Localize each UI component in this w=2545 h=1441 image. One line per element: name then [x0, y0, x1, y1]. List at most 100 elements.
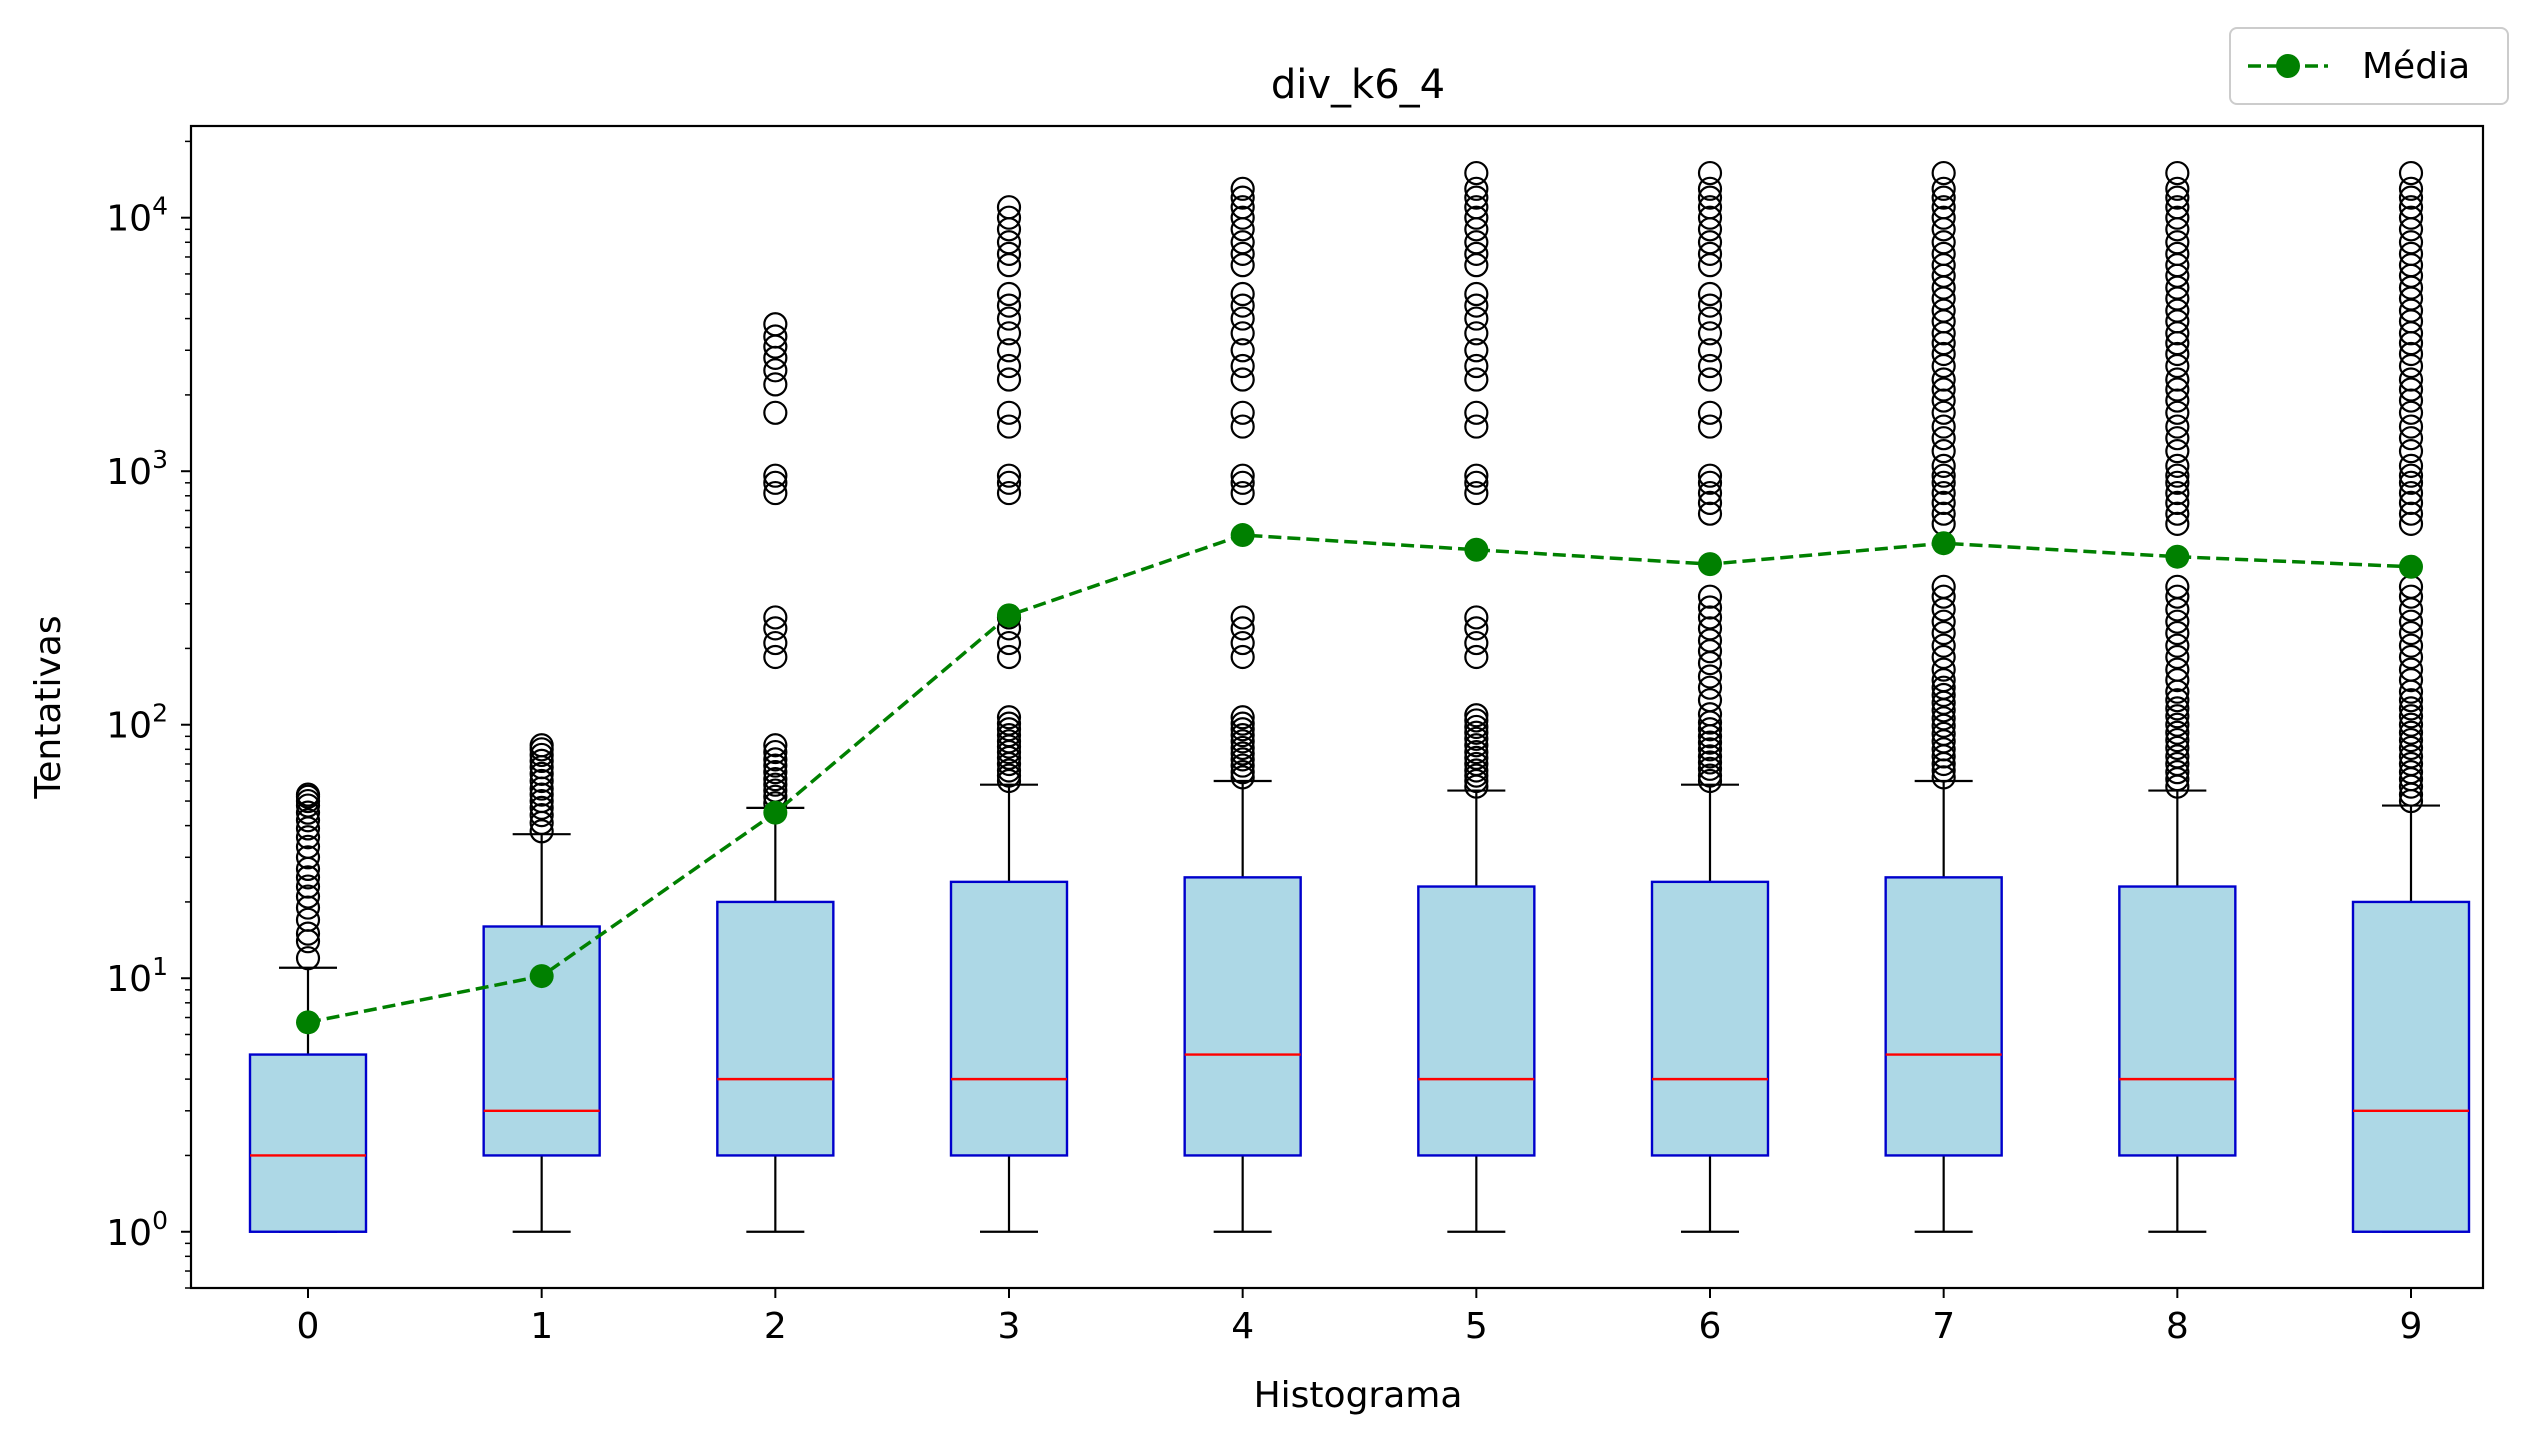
outlier-point	[529, 768, 554, 794]
outlier-point	[1931, 377, 1956, 402]
x-tick-label-8: 8	[2166, 1306, 2189, 1347]
plot-frame	[189, 124, 2485, 1290]
outlier-point	[2165, 574, 2190, 599]
outlier-point	[2398, 230, 2424, 255]
outlier-point	[1464, 463, 1489, 488]
outlier-point	[1230, 747, 1255, 772]
outlier-point	[1697, 367, 1723, 392]
box-4	[1183, 176, 1302, 1233]
outlier-point	[1931, 426, 1956, 451]
outlier-point	[1230, 176, 1255, 201]
x-tick-label-0: 0	[297, 1306, 320, 1347]
outlier-point	[1931, 620, 1956, 646]
box-body	[482, 925, 601, 1157]
outlier-point	[1464, 714, 1489, 740]
outlier-point	[996, 205, 1022, 230]
outlier-point	[763, 470, 788, 495]
outlier-point	[1931, 439, 1956, 464]
outlier-point	[2398, 414, 2424, 439]
outlier-point	[2165, 633, 2190, 658]
outlier-point	[1697, 501, 1723, 526]
outlier-point	[2398, 470, 2424, 495]
outlier-point	[1931, 185, 1956, 210]
outlier-point	[1230, 644, 1255, 670]
box-body	[2118, 885, 2237, 1157]
mean-point-4	[1230, 523, 1255, 548]
outlier-point	[1230, 630, 1255, 656]
chart-title: div_k6_4	[1271, 62, 1445, 108]
outlier-point	[2165, 712, 2190, 737]
outlier-point	[1697, 737, 1723, 762]
mean-series	[296, 523, 2423, 1035]
legend-frame	[2229, 27, 2509, 105]
outlier-point	[1230, 760, 1255, 785]
outlier-point	[763, 772, 788, 797]
outlier-point	[529, 788, 554, 814]
outlier-point	[2165, 501, 2190, 526]
outlier-point	[1464, 733, 1489, 758]
outlier-point	[763, 312, 788, 337]
outlier-point	[1464, 321, 1489, 346]
outlier-point	[1697, 490, 1723, 515]
box-9	[2351, 160, 2471, 1233]
outlier-point	[763, 760, 788, 785]
outlier-point	[1464, 751, 1489, 777]
x-tick-label-1: 1	[530, 1306, 553, 1347]
y-tick-label-1000: 103	[106, 445, 168, 493]
outlier-point	[2398, 501, 2424, 526]
outlier-point	[2398, 633, 2424, 658]
outlier-point	[1464, 708, 1489, 733]
outlier-point	[2398, 696, 2424, 721]
outlier-point	[2398, 185, 2424, 210]
outlier-point	[1931, 230, 1956, 255]
box-body	[2351, 900, 2471, 1233]
x-tick-label-6: 6	[1699, 1306, 1722, 1347]
outlier-point	[1697, 730, 1723, 755]
outlier-point	[996, 717, 1022, 742]
outlier-point	[1931, 490, 1956, 515]
outlier-point	[1464, 644, 1489, 670]
outlier-point	[1230, 605, 1255, 630]
mean-point-6	[1698, 552, 1722, 577]
outlier-point	[1230, 367, 1255, 392]
box-body	[1183, 876, 1302, 1157]
outlier-point	[2398, 426, 2424, 451]
mean-point-8	[2165, 544, 2190, 569]
outlier-point	[2165, 720, 2190, 745]
outlier-point	[763, 463, 788, 488]
outlier-point	[295, 946, 321, 971]
outlier-point	[1464, 720, 1489, 745]
outlier-point	[2165, 620, 2190, 646]
outlier-point	[763, 733, 788, 758]
outlier-point	[1464, 353, 1489, 379]
outlier-point	[1464, 739, 1489, 765]
outlier-point	[996, 723, 1022, 748]
outlier-point	[1230, 414, 1255, 439]
outlier-point	[1464, 338, 1489, 363]
outlier-point	[1230, 338, 1255, 363]
outlier-point	[1931, 160, 1956, 186]
outlier-point	[2165, 696, 2190, 721]
outlier-point	[1931, 633, 1956, 658]
outlier-point	[1697, 293, 1723, 318]
outlier-point	[1464, 160, 1489, 186]
outlier-point	[1931, 414, 1956, 439]
outlier-point	[996, 630, 1022, 656]
outlier-point	[1230, 241, 1255, 266]
x-tick-label-4: 4	[1231, 1306, 1254, 1347]
outlier-point	[1697, 768, 1723, 794]
outlier-point	[1230, 735, 1255, 761]
outlier-point	[1230, 185, 1255, 210]
outlier-point	[2398, 751, 2424, 777]
outlier-point	[2165, 439, 2190, 464]
outlier-point	[996, 711, 1022, 736]
outlier-point	[1931, 480, 1956, 506]
outlier-point	[1931, 176, 1956, 201]
outlier-point	[996, 367, 1022, 392]
box-body	[1884, 876, 2003, 1157]
outlier-point	[2398, 644, 2424, 670]
x-tick-label-3: 3	[998, 1306, 1021, 1347]
mean-line	[307, 533, 2412, 1025]
outlier-point	[2165, 470, 2190, 495]
